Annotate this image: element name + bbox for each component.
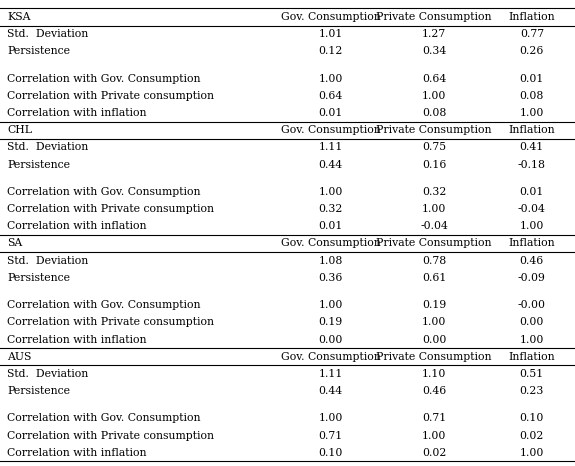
- Text: 0.46: 0.46: [422, 386, 446, 396]
- Text: 1.00: 1.00: [520, 335, 544, 344]
- Text: 0.64: 0.64: [319, 91, 343, 101]
- Text: 0.08: 0.08: [520, 91, 544, 101]
- Text: 0.23: 0.23: [520, 386, 544, 396]
- Text: 0.19: 0.19: [319, 317, 343, 328]
- Text: Private Consumption: Private Consumption: [377, 239, 492, 248]
- Text: 0.01: 0.01: [319, 108, 343, 118]
- Text: 0.01: 0.01: [319, 221, 343, 231]
- Text: 0.78: 0.78: [422, 255, 446, 266]
- Text: Correlation with Gov. Consumption: Correlation with Gov. Consumption: [7, 300, 201, 310]
- Text: Correlation with Private consumption: Correlation with Private consumption: [7, 317, 214, 328]
- Text: 1.01: 1.01: [319, 29, 343, 39]
- Text: 1.00: 1.00: [422, 431, 446, 441]
- Text: 0.00: 0.00: [520, 317, 544, 328]
- Text: Correlation with Gov. Consumption: Correlation with Gov. Consumption: [7, 187, 201, 197]
- Text: KSA: KSA: [7, 12, 30, 22]
- Text: Inflation: Inflation: [508, 125, 555, 135]
- Text: Gov. Consumption: Gov. Consumption: [281, 12, 381, 22]
- Text: 0.02: 0.02: [422, 448, 446, 458]
- Text: Private Consumption: Private Consumption: [377, 125, 492, 135]
- Text: 1.00: 1.00: [319, 187, 343, 197]
- Text: 0.01: 0.01: [520, 74, 544, 84]
- Text: 1.00: 1.00: [319, 300, 343, 310]
- Text: -0.00: -0.00: [518, 300, 546, 310]
- Text: AUS: AUS: [7, 352, 31, 362]
- Text: Private Consumption: Private Consumption: [377, 12, 492, 22]
- Text: 0.32: 0.32: [422, 187, 446, 197]
- Text: 0.44: 0.44: [319, 386, 343, 396]
- Text: Std.  Deviation: Std. Deviation: [7, 369, 88, 379]
- Text: 1.08: 1.08: [319, 255, 343, 266]
- Text: 0.36: 0.36: [319, 273, 343, 283]
- Text: 0.71: 0.71: [319, 431, 343, 441]
- Text: 1.00: 1.00: [422, 317, 446, 328]
- Text: Correlation with Private consumption: Correlation with Private consumption: [7, 431, 214, 441]
- Text: 1.00: 1.00: [520, 448, 544, 458]
- Text: SA: SA: [7, 239, 22, 248]
- Text: Correlation with inflation: Correlation with inflation: [7, 448, 147, 458]
- Text: -0.18: -0.18: [518, 159, 546, 170]
- Text: 0.77: 0.77: [520, 29, 544, 39]
- Text: Persistence: Persistence: [7, 386, 70, 396]
- Text: Gov. Consumption: Gov. Consumption: [281, 352, 381, 362]
- Text: Gov. Consumption: Gov. Consumption: [281, 125, 381, 135]
- Text: 0.10: 0.10: [520, 413, 544, 424]
- Text: Gov. Consumption: Gov. Consumption: [281, 239, 381, 248]
- Text: 1.27: 1.27: [422, 29, 446, 39]
- Text: 0.01: 0.01: [520, 187, 544, 197]
- Text: Inflation: Inflation: [508, 239, 555, 248]
- Text: 0.61: 0.61: [422, 273, 446, 283]
- Text: Persistence: Persistence: [7, 46, 70, 56]
- Text: Inflation: Inflation: [508, 12, 555, 22]
- Text: 1.10: 1.10: [422, 369, 446, 379]
- Text: CHL: CHL: [7, 125, 32, 135]
- Text: 0.12: 0.12: [319, 46, 343, 56]
- Text: 1.00: 1.00: [520, 108, 544, 118]
- Text: 1.00: 1.00: [520, 221, 544, 231]
- Text: Std.  Deviation: Std. Deviation: [7, 29, 88, 39]
- Text: 1.00: 1.00: [422, 204, 446, 214]
- Text: 0.02: 0.02: [520, 431, 544, 441]
- Text: 0.51: 0.51: [520, 369, 544, 379]
- Text: Persistence: Persistence: [7, 159, 70, 170]
- Text: 0.71: 0.71: [422, 413, 446, 424]
- Text: -0.04: -0.04: [420, 221, 448, 231]
- Text: Correlation with Private consumption: Correlation with Private consumption: [7, 91, 214, 101]
- Text: 0.44: 0.44: [319, 159, 343, 170]
- Text: Correlation with Gov. Consumption: Correlation with Gov. Consumption: [7, 74, 201, 84]
- Text: 0.34: 0.34: [422, 46, 446, 56]
- Text: 0.46: 0.46: [520, 255, 544, 266]
- Text: 1.11: 1.11: [319, 142, 343, 152]
- Text: Inflation: Inflation: [508, 352, 555, 362]
- Text: 0.08: 0.08: [422, 108, 446, 118]
- Text: Correlation with Private consumption: Correlation with Private consumption: [7, 204, 214, 214]
- Text: 0.16: 0.16: [422, 159, 446, 170]
- Text: 0.75: 0.75: [422, 142, 446, 152]
- Text: 0.10: 0.10: [319, 448, 343, 458]
- Text: 0.19: 0.19: [422, 300, 446, 310]
- Text: 0.41: 0.41: [520, 142, 544, 152]
- Text: 0.00: 0.00: [422, 335, 446, 344]
- Text: 0.32: 0.32: [319, 204, 343, 214]
- Text: Correlation with inflation: Correlation with inflation: [7, 335, 147, 344]
- Text: -0.04: -0.04: [518, 204, 546, 214]
- Text: 1.00: 1.00: [422, 91, 446, 101]
- Text: 1.11: 1.11: [319, 369, 343, 379]
- Text: -0.09: -0.09: [518, 273, 546, 283]
- Text: Correlation with inflation: Correlation with inflation: [7, 108, 147, 118]
- Text: 0.64: 0.64: [422, 74, 446, 84]
- Text: Std.  Deviation: Std. Deviation: [7, 255, 88, 266]
- Text: 0.00: 0.00: [319, 335, 343, 344]
- Text: Persistence: Persistence: [7, 273, 70, 283]
- Text: Std.  Deviation: Std. Deviation: [7, 142, 88, 152]
- Text: Correlation with Gov. Consumption: Correlation with Gov. Consumption: [7, 413, 201, 424]
- Text: 1.00: 1.00: [319, 413, 343, 424]
- Text: Correlation with inflation: Correlation with inflation: [7, 221, 147, 231]
- Text: 1.00: 1.00: [319, 74, 343, 84]
- Text: Private Consumption: Private Consumption: [377, 352, 492, 362]
- Text: 0.26: 0.26: [520, 46, 544, 56]
